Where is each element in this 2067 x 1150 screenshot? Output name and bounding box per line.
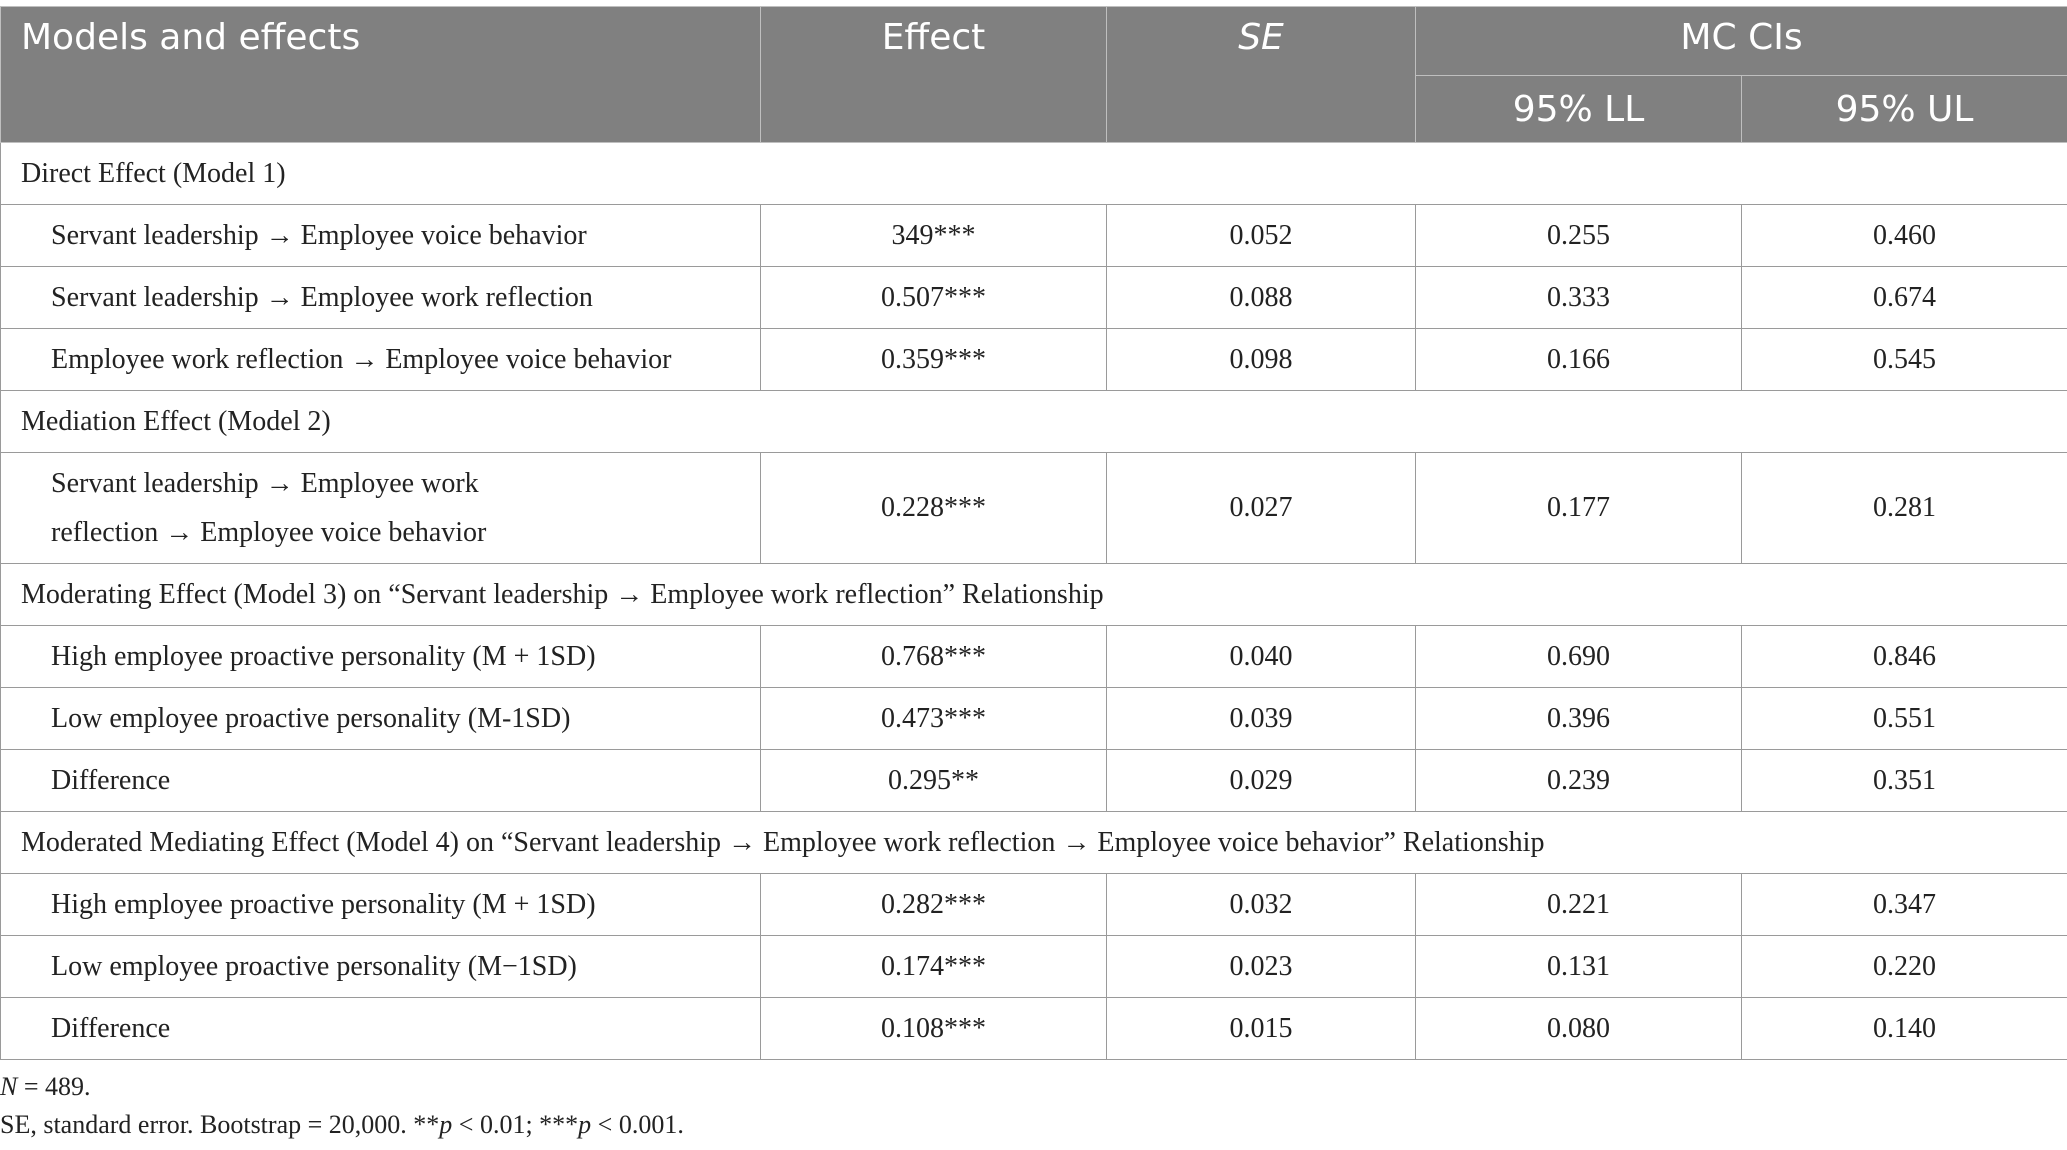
se-cell: 0.098 <box>1106 328 1416 391</box>
section-title: Moderating Effect (Model 3) on “Servant … <box>0 563 2067 626</box>
results-table-container: Models and effects Effect SE MC CIs 95% … <box>0 6 2067 1060</box>
row-label: Low employee proactive personality (M−1S… <box>0 935 761 998</box>
ll-cell: 0.690 <box>1415 625 1742 688</box>
row-label: Difference <box>0 997 761 1060</box>
note-p-symbol: p <box>439 1110 453 1139</box>
effect-cell: 0.228*** <box>760 452 1107 564</box>
se-cell: 0.015 <box>1106 997 1416 1060</box>
section-row: Direct Effect (Model 1) <box>0 142 2067 205</box>
section-title: Direct Effect (Model 1) <box>0 142 2067 205</box>
note-p-symbol: p <box>578 1110 592 1139</box>
row-label: Servant leadership → Employee voice beha… <box>0 204 761 267</box>
effect-cell: 0.295** <box>760 749 1107 812</box>
section-row: Mediation Effect (Model 2) <box>0 390 2067 453</box>
ul-cell: 0.460 <box>1741 204 2067 267</box>
table-row: Servant leadership → Employee work refle… <box>0 266 2067 329</box>
row-label: Employee work reflection → Employee voic… <box>0 328 761 391</box>
section-title: Mediation Effect (Model 2) <box>0 390 2067 453</box>
row-label-line2: reflection → Employee voice behavior <box>51 517 487 548</box>
row-label: High employee proactive personality (M +… <box>0 625 761 688</box>
note-p1-text: < 0.01; *** <box>452 1110 579 1139</box>
effect-cell: 0.174*** <box>760 935 1107 998</box>
note-se-text: SE, standard error. Bootstrap = 20,000. … <box>0 1110 440 1139</box>
ul-cell: 0.674 <box>1741 266 2067 329</box>
header-effect: Effect <box>760 6 1107 143</box>
row-label: Low employee proactive personality (M-1S… <box>0 687 761 750</box>
ul-cell: 0.281 <box>1741 452 2067 564</box>
table-notes: N = 489. SE, standard error. Bootstrap =… <box>0 1068 684 1144</box>
se-cell: 0.052 <box>1106 204 1416 267</box>
ll-cell: 0.221 <box>1415 873 1742 936</box>
effect-cell: 0.359*** <box>760 328 1107 391</box>
ul-cell: 0.347 <box>1741 873 2067 936</box>
row-label: Servant leadership → Employee work refle… <box>0 266 761 329</box>
se-cell: 0.039 <box>1106 687 1416 750</box>
table-row: Low employee proactive personality (M−1S… <box>0 935 2067 998</box>
ul-cell: 0.220 <box>1741 935 2067 998</box>
ll-cell: 0.166 <box>1415 328 1742 391</box>
table-row: Employee work reflection → Employee voic… <box>0 328 2067 391</box>
se-cell: 0.088 <box>1106 266 1416 329</box>
note-sample-size: N = 489. <box>0 1068 684 1106</box>
se-cell: 0.027 <box>1106 452 1416 564</box>
se-cell: 0.032 <box>1106 873 1416 936</box>
ul-cell: 0.140 <box>1741 997 2067 1060</box>
effect-cell: 0.108*** <box>760 997 1107 1060</box>
header-95-ul: 95% UL <box>1741 75 2067 143</box>
ll-cell: 0.080 <box>1415 997 1742 1060</box>
note-n-symbol: N <box>0 1072 18 1101</box>
header-95-ll: 95% LL <box>1415 75 1742 143</box>
table-row: Low employee proactive personality (M-1S… <box>0 687 2067 750</box>
se-cell: 0.040 <box>1106 625 1416 688</box>
table-row: Difference 0.295** 0.029 0.239 0.351 <box>0 749 2067 812</box>
header-se: SE <box>1106 6 1416 143</box>
ll-cell: 0.177 <box>1415 452 1742 564</box>
ll-cell: 0.239 <box>1415 749 1742 812</box>
ul-cell: 0.351 <box>1741 749 2067 812</box>
note-p2-text: < 0.001. <box>591 1110 684 1139</box>
ll-cell: 0.396 <box>1415 687 1742 750</box>
table-row: High employee proactive personality (M +… <box>0 625 2067 688</box>
ll-cell: 0.333 <box>1415 266 1742 329</box>
effect-cell: 0.507*** <box>760 266 1107 329</box>
row-label: Servant leadership → Employee work refle… <box>0 452 761 564</box>
table-row: Servant leadership → Employee work refle… <box>0 452 2067 564</box>
ul-cell: 0.545 <box>1741 328 2067 391</box>
section-row: Moderated Mediating Effect (Model 4) on … <box>0 811 2067 874</box>
effect-cell: 0.473*** <box>760 687 1107 750</box>
row-label-line1: Servant leadership → Employee work <box>51 468 479 499</box>
effect-cell: 0.282*** <box>760 873 1107 936</box>
se-cell: 0.029 <box>1106 749 1416 812</box>
section-title: Moderated Mediating Effect (Model 4) on … <box>0 811 2067 874</box>
ul-cell: 0.551 <box>1741 687 2067 750</box>
note-n-value: = 489. <box>17 1072 91 1101</box>
se-cell: 0.023 <box>1106 935 1416 998</box>
row-label: Difference <box>0 749 761 812</box>
ll-cell: 0.255 <box>1415 204 1742 267</box>
section-row: Moderating Effect (Model 3) on “Servant … <box>0 563 2067 626</box>
effect-cell: 0.768*** <box>760 625 1107 688</box>
table-row: High employee proactive personality (M +… <box>0 873 2067 936</box>
table-row: Difference 0.108*** 0.015 0.080 0.140 <box>0 997 2067 1060</box>
effect-cell: 349*** <box>760 204 1107 267</box>
results-table: Models and effects Effect SE MC CIs 95% … <box>0 6 2067 1060</box>
ll-cell: 0.131 <box>1415 935 1742 998</box>
table-row: Servant leadership → Employee voice beha… <box>0 204 2067 267</box>
row-label: High employee proactive personality (M +… <box>0 873 761 936</box>
ul-cell: 0.846 <box>1741 625 2067 688</box>
header-models-and-effects: Models and effects <box>0 6 761 143</box>
note-significance: SE, standard error. Bootstrap = 20,000. … <box>0 1106 684 1144</box>
header-mc-cis: MC CIs <box>1415 6 2067 76</box>
